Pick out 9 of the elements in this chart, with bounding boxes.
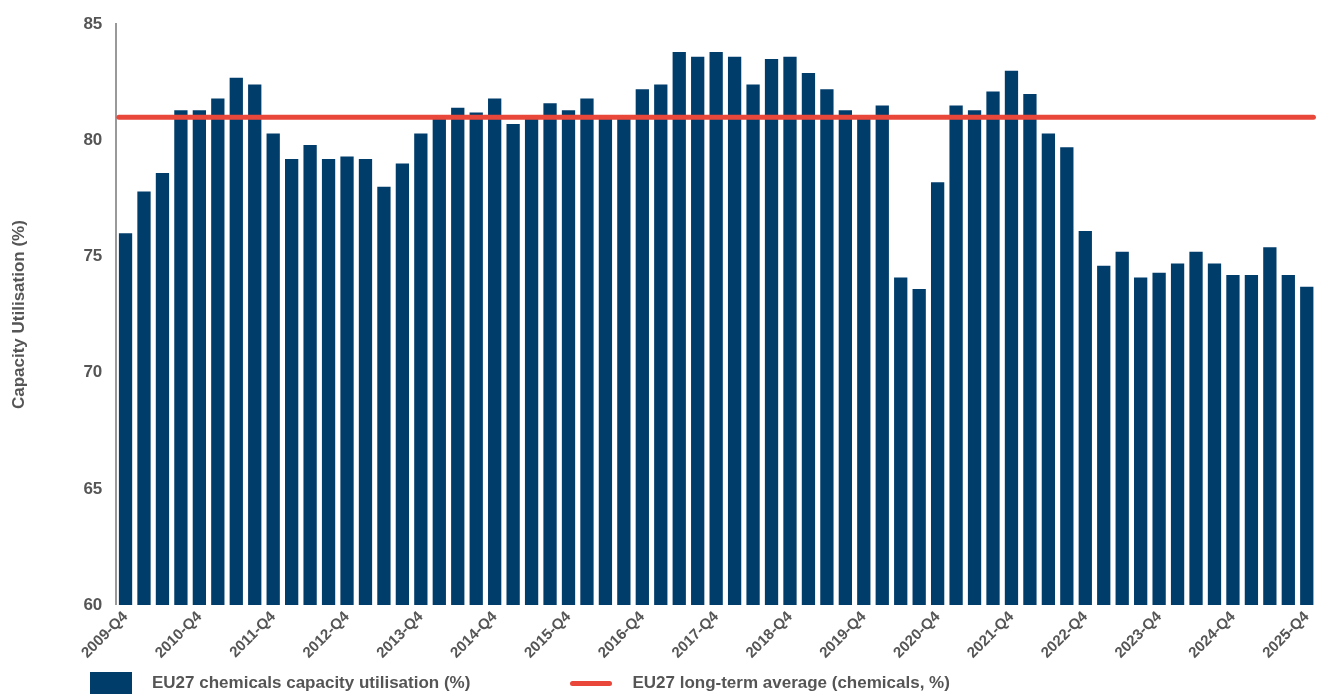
- y-tick-label: 75: [83, 246, 103, 266]
- y-tick-label: 70: [83, 362, 103, 382]
- y-axis-title: Capacity Utilisation (%): [8, 220, 28, 410]
- y-tick-label: 80: [83, 130, 103, 150]
- y-tick-label: 65: [83, 478, 103, 498]
- legend-label: EU27 chemicals capacity utilisation (%): [152, 673, 471, 693]
- legend-label: EU27 long-term average (chemicals, %): [632, 673, 950, 693]
- y-tick-label: 85: [83, 13, 103, 33]
- y-tick-label: 60: [83, 594, 103, 614]
